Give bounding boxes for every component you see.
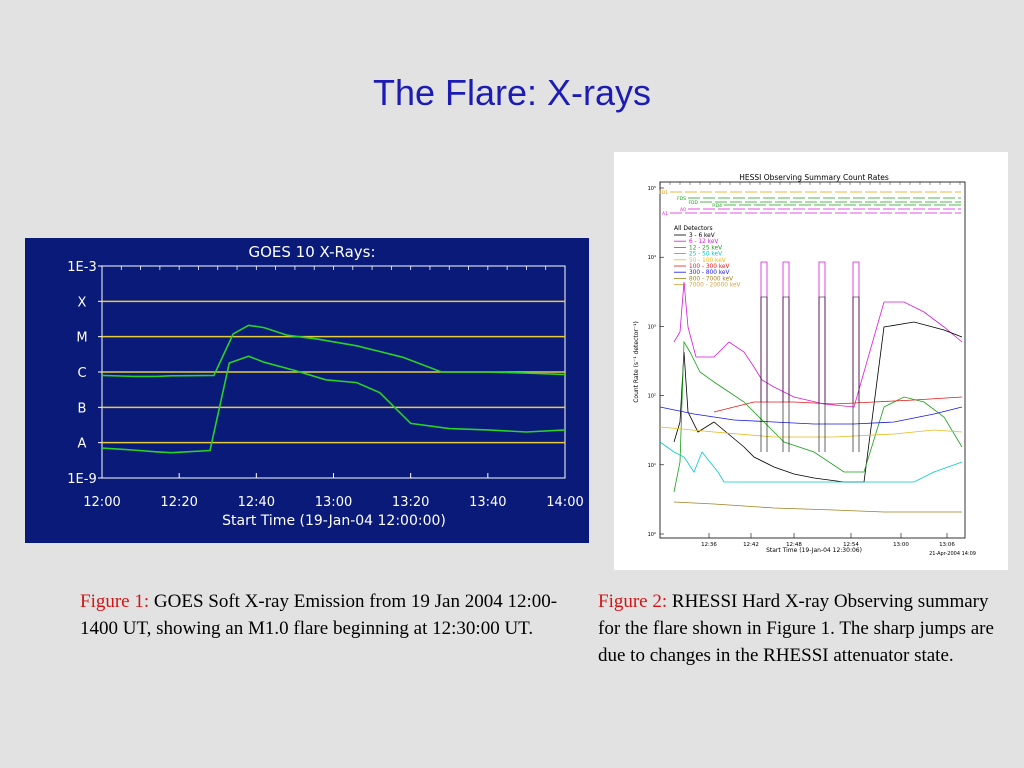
rhessi-flag-label: FDS (677, 196, 686, 202)
goes-y-tick-label: C (77, 366, 86, 381)
goes-x-tick-label: 13:20 (392, 495, 429, 510)
rhessi-attenuator-spike (760, 296, 768, 452)
rhessi-x-tick-label: 13:06 (939, 542, 955, 548)
goes-x-tick-label: 13:00 (315, 495, 352, 510)
rhessi-footer: 21-Apr-2004 14:09 (929, 551, 976, 557)
figure-2-text: RHESSI Hard X-ray Observing summary for … (598, 591, 994, 666)
rhessi-trace (713, 396, 963, 413)
figure-1-label: Figure 1: (80, 591, 150, 612)
goes-chart-title: GOES 10 X-Rays: (248, 243, 375, 261)
rhessi-y-tick-label: 10² (648, 394, 656, 400)
rhessi-x-tick-label: 12:36 (701, 542, 717, 548)
rhessi-y-tick-label: 10¹ (648, 463, 656, 469)
rhessi-legend-entry: 6 - 12 keV (689, 239, 718, 245)
rhessi-trace (673, 501, 962, 513)
goes-y-tick-label: X (78, 295, 87, 310)
goes-x-tick-label: 12:00 (83, 495, 120, 510)
rhessi-chart: HESSI Observing Summary Count Rates FD1 F… (614, 152, 1008, 570)
goes-y-tick-label: 1E-3 (67, 260, 96, 275)
goes-x-tick-label: 14:00 (546, 495, 583, 510)
rhessi-legend-entry: 300 - 800 keV (689, 270, 729, 276)
rhessi-legend-entry: 25 - 50 keV (689, 252, 722, 258)
goes-series-2 (101, 355, 566, 454)
rhessi-flag-label: A0 (680, 207, 686, 213)
rhessi-flag-label: P.D4 (712, 203, 722, 209)
rhessi-x-tick-label: 13:00 (893, 542, 909, 548)
rhessi-x-axis-label: Start Time (19-Jan-04 12:30:06) (766, 547, 862, 554)
rhessi-legend-entry: 800 - 7000 keV (689, 276, 733, 282)
rhessi-legend-entry: 12 - 25 keV (689, 245, 722, 251)
rhessi-x-tick-label: 12:54 (843, 542, 859, 548)
rhessi-legend-entry: 3 - 6 keV (689, 233, 715, 239)
rhessi-y-tick-label: 10⁰ (648, 532, 656, 538)
rhessi-y-axis-label: Count Rate (s⁻¹ detector⁻¹) (633, 321, 640, 403)
rhessi-trace (659, 441, 963, 483)
rhessi-x-tick-label: 12:42 (743, 542, 759, 548)
rhessi-attenuator-spike (852, 296, 860, 452)
figure-2-caption: Figure 2: RHESSI Hard X-ray Observing su… (598, 588, 998, 669)
rhessi-legend-entry: 50 - 100 keV (689, 258, 726, 264)
rhessi-x-tick-label: 12:48 (786, 542, 802, 548)
rhessi-legend-entry: 7000 - 20000 keV (689, 283, 741, 289)
goes-x-tick-label: 13:40 (469, 495, 506, 510)
goes-y-tick-label: 1E-9 (67, 472, 96, 487)
goes-y-tick-label: A (78, 437, 87, 452)
rhessi-attenuator-spike (852, 261, 860, 402)
rhessi-y-tick-label: 10³ (648, 324, 656, 330)
rhessi-y-tick-label: 10⁵ (648, 186, 656, 192)
goes-x-axis-label: Start Time (19-Jan-04 12:00:00) (222, 513, 446, 529)
rhessi-flag-label: A1 (662, 211, 668, 217)
goes-series-1 (101, 324, 566, 378)
rhessi-attenuator-spike (818, 261, 826, 402)
rhessi-flag-label: FDD (688, 200, 698, 206)
rhessi-legend-header: All Detectors (674, 225, 713, 232)
figure-1-caption: Figure 1: GOES Soft X-ray Emission from … (80, 588, 570, 642)
rhessi-attenuator-spike (782, 296, 790, 452)
rhessi-trace (673, 321, 963, 483)
rhessi-trace (673, 281, 963, 408)
rhessi-chart-title: HESSI Observing Summary Count Rates (739, 173, 889, 182)
goes-x-tick-label: 12:20 (160, 495, 197, 510)
figure-1-text: GOES Soft X-ray Emission from 19 Jan 200… (80, 591, 558, 639)
rhessi-trace (659, 406, 963, 425)
slide-title: The Flare: X-rays (372, 72, 652, 113)
goes-chart: GOES 10 X-Rays: 1E-3 X M C B A 1E-9 12:00 12:20… (25, 238, 589, 543)
rhessi-trace (673, 340, 963, 493)
rhessi-attenuator-spike (782, 261, 790, 402)
rhessi-trace (659, 426, 963, 438)
goes-x-tick-label: 12:40 (238, 495, 275, 510)
goes-y-tick-label: B (78, 401, 87, 416)
rhessi-legend-entry: 100 - 300 keV (689, 264, 729, 270)
goes-y-tick-label: M (76, 331, 87, 346)
rhessi-y-tick-label: 10⁴ (648, 255, 656, 261)
rhessi-flag-label: FD1 (659, 190, 668, 196)
figure-2-label: Figure 2: (598, 591, 668, 612)
rhessi-attenuator-spike (818, 296, 826, 452)
